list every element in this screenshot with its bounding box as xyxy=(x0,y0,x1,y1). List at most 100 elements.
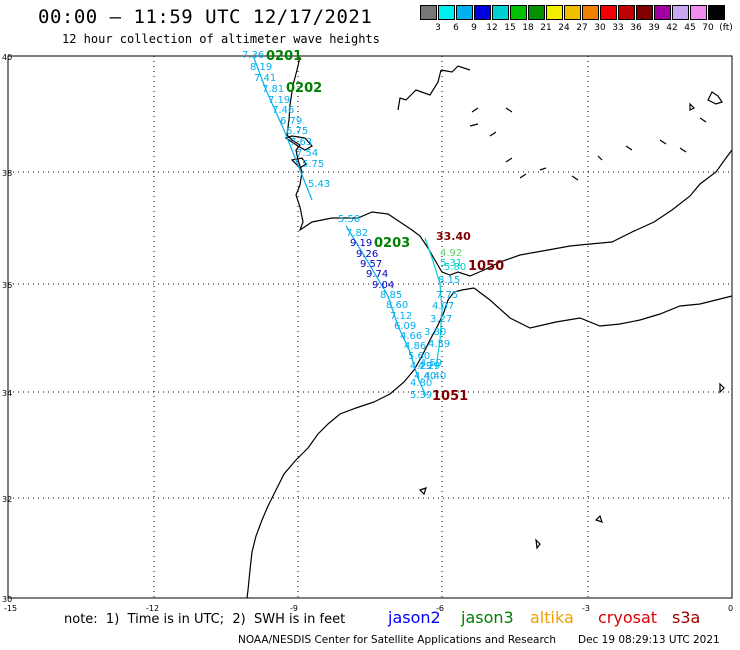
longitude-label: -6 xyxy=(436,604,444,613)
pass-labels: 0201 0202 0203 33.40 1050 1051 xyxy=(266,49,504,404)
satellite-name-jason2: jason2 xyxy=(388,608,441,627)
latitude-label: 34 xyxy=(2,389,12,398)
wave-height-value: 4.07 xyxy=(432,301,454,312)
pass-label: 0202 xyxy=(286,81,322,96)
wave-height-value: 7.81 xyxy=(262,84,284,95)
wave-height-value: 5.80 xyxy=(444,262,466,273)
longitude-label: -15 xyxy=(4,604,17,613)
legend-swatch xyxy=(474,5,491,20)
legend-tick-label: 3 xyxy=(435,23,441,33)
legend-swatch xyxy=(564,5,581,20)
satellite-name-s3a: s3a xyxy=(672,608,701,627)
legend-swatch xyxy=(492,5,509,20)
wave-height-value: 7.46 xyxy=(272,105,294,116)
pass-label: 1050 xyxy=(468,259,504,274)
legend-tick-label: 39 xyxy=(648,23,660,33)
map-frame xyxy=(7,55,733,599)
wave-height-readings: 7.368.197.417.817.197.466.796.757.637.54… xyxy=(242,50,466,401)
wave-height-value: 8.85 xyxy=(380,290,402,301)
latitude-label: 30 xyxy=(2,595,12,604)
wave-height-value: 5.58 xyxy=(338,214,360,225)
wave-height-value: 9.57 xyxy=(360,259,382,270)
satellite-tracks xyxy=(253,57,443,397)
wave-height-value: 4.59 xyxy=(420,358,442,369)
wave-height-value: 4.92 xyxy=(440,248,462,259)
wave-height-value: 4.66 xyxy=(400,331,422,342)
wave-height-value: 9.04 xyxy=(372,280,394,291)
wave-height-value: 5.39 xyxy=(410,390,432,401)
page-subtitle: 12 hour collection of altimeter wave hei… xyxy=(62,32,380,46)
wave-height-value: 9.19 xyxy=(350,238,372,249)
wave-height-value: 4.29 xyxy=(418,361,440,372)
wave-height-value: 9.26 xyxy=(356,249,378,260)
satellite-name-cryosat: cryosat xyxy=(598,608,658,627)
wave-height-value: 7.41 xyxy=(254,73,276,84)
latitude-label: 36 xyxy=(2,281,12,290)
legend-swatch xyxy=(600,5,617,20)
wave-height-value: 5.31 xyxy=(440,258,462,269)
wave-height-value: 4.86 xyxy=(404,341,426,352)
coastlines xyxy=(246,56,733,599)
wave-height-value: 3.80 xyxy=(424,327,446,338)
longitude-label: -9 xyxy=(290,604,298,613)
wave-height-value: 7.12 xyxy=(390,311,412,322)
wave-height-value: 4.40 xyxy=(414,371,436,382)
legend-tick-label: 18 xyxy=(522,23,534,33)
legend-tick-label: 27 xyxy=(576,23,588,33)
wave-height-value: 5.43 xyxy=(308,179,330,190)
legend-swatch xyxy=(690,5,707,20)
wave-height-value: 7.82 xyxy=(346,228,368,239)
legend-swatch xyxy=(528,5,545,20)
legend-swatch xyxy=(420,5,437,20)
wave-height-value: 7.19 xyxy=(268,95,290,106)
wave-height-value: 4.29 xyxy=(410,361,432,372)
wave-height-value: 4.59 xyxy=(428,339,450,350)
satellite-name-jason3: jason3 xyxy=(461,608,514,627)
legend-swatch xyxy=(438,5,455,20)
wave-height-value: 4.80 xyxy=(410,378,432,389)
wave-height-value: 8.15 xyxy=(438,275,460,286)
grid-lines xyxy=(8,56,732,598)
credit-text: NOAA/NESDIS Center for Satellite Applica… xyxy=(238,634,556,646)
wave-height-value: 6.09 xyxy=(394,321,416,332)
legend-tick-label: 70 xyxy=(702,23,714,33)
legend-tick-label: 42 xyxy=(666,23,678,33)
wave-height-value: 5.75 xyxy=(302,159,324,170)
wave-height-value: 7.36 xyxy=(242,50,264,61)
wave-height-value: 9.74 xyxy=(366,269,388,280)
legend-swatch xyxy=(510,5,527,20)
satellite-name-altika: altika xyxy=(530,608,574,627)
legend-tick-label: 6 xyxy=(453,23,459,33)
latitude-label: 40 xyxy=(2,53,12,62)
legend-tick-label: 12 xyxy=(486,23,498,33)
legend-tick-label: (ft) xyxy=(719,23,733,33)
legend-swatch xyxy=(672,5,689,20)
legend-tick-label: 9 xyxy=(471,23,477,33)
legend-swatch xyxy=(456,5,473,20)
wave-height-value: 4.40 xyxy=(424,371,446,382)
latitude-label: 38 xyxy=(2,169,12,178)
units-note: note: 1) Time is in UTC; 2) SWH is in fe… xyxy=(64,612,346,627)
legend-tick-label: 15 xyxy=(504,23,516,33)
legend-tick-label: 24 xyxy=(558,23,570,33)
wave-height-value: 3.27 xyxy=(430,314,452,325)
wave-height-value: 7.75 xyxy=(436,290,458,301)
axis-labels: 40 38 36 34 32 30-15 -12 -9 -6 -3 0 xyxy=(2,53,733,613)
legend-swatch xyxy=(654,5,671,20)
legend-tick-label: 33 xyxy=(612,23,624,33)
wave-height-value: 5.60 xyxy=(408,351,430,362)
wave-height-value: 6.79 xyxy=(280,116,302,127)
longitude-label: 0 xyxy=(728,604,733,613)
page-title: 00:00 – 11:59 UTC 12/17/2021 xyxy=(38,6,373,28)
pass-label: 0201 xyxy=(266,49,302,64)
legend-swatch xyxy=(636,5,653,20)
legend-tick-label: 21 xyxy=(540,23,552,33)
legend-tick-label: 30 xyxy=(594,23,606,33)
wave-height-value: 8.60 xyxy=(386,300,408,311)
legend-swatch xyxy=(618,5,635,20)
pass-label: 33.40 xyxy=(436,230,471,243)
legend-tick-label: 45 xyxy=(684,23,696,33)
wave-height-value: 6.75 xyxy=(286,126,308,137)
